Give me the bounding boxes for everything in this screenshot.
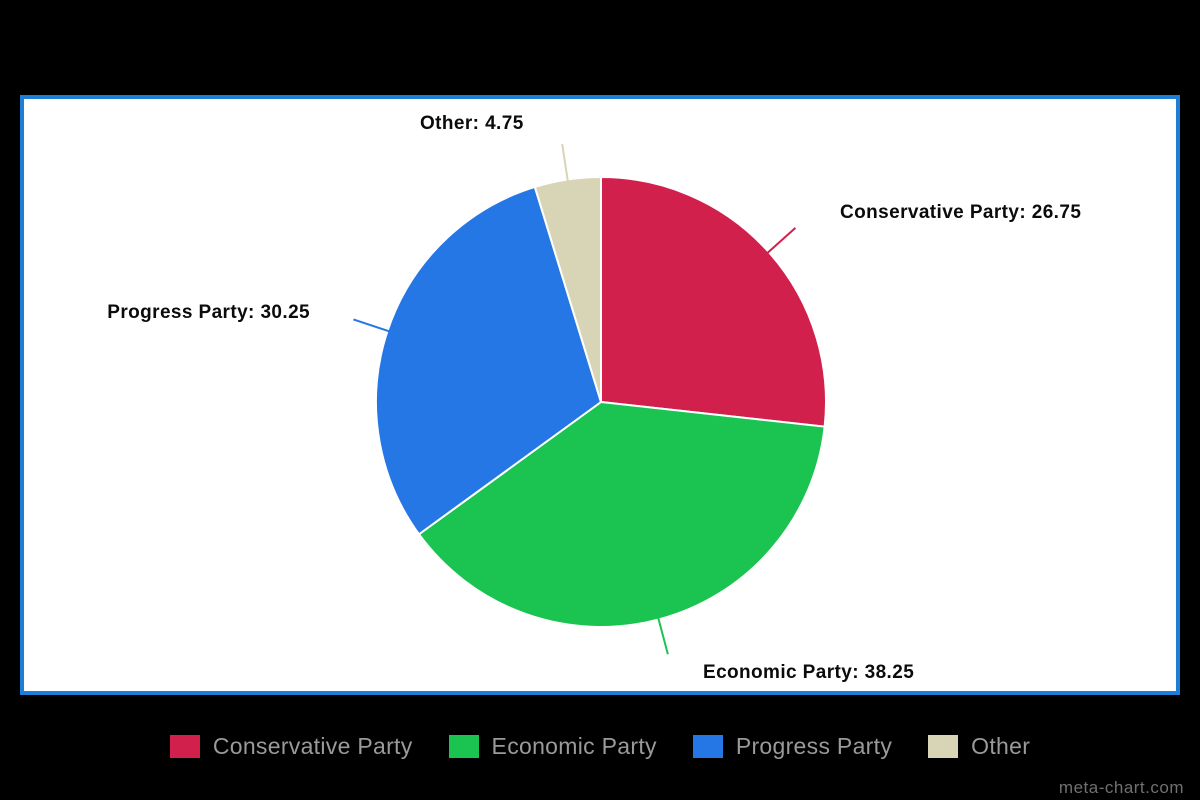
legend-label: Progress Party <box>735 732 893 759</box>
legend-swatch-other <box>928 734 959 758</box>
legend-item-progress-party: Progress Party <box>692 732 893 760</box>
slice-label-other: Other: 4.75 <box>420 113 524 134</box>
legend-swatch-economic-party <box>448 734 479 758</box>
legend-swatch-conservative-party <box>169 734 200 758</box>
slice-label-economic-party: Economic Party: 38.25 <box>703 662 915 683</box>
pie-slice-conservative-party <box>600 175 827 428</box>
legend-item-other: Other <box>928 733 1030 760</box>
legend-label: Other <box>971 732 1031 759</box>
pie-chart <box>353 143 827 655</box>
chart-panel: Conservative Party: 26.75 Economic Party… <box>20 95 1180 695</box>
leader-line-progress-party <box>353 318 390 333</box>
legend-label: Economic Party <box>491 732 657 759</box>
slice-label-progress-party: Progress Party: 30.25 <box>107 302 310 323</box>
legend-item-economic-party: Economic Party <box>448 732 657 760</box>
leader-line-conservative-party <box>766 227 797 254</box>
watermark: meta-chart.com <box>1058 778 1184 797</box>
slice-label-conservative-party: Conservative Party: 26.75 <box>840 202 1082 223</box>
legend-label: Conservative Party <box>212 732 413 759</box>
leader-line-other <box>561 143 569 182</box>
leader-line-economic-party <box>657 617 669 655</box>
legend-item-conservative-party: Conservative Party <box>169 732 413 760</box>
legend: Conservative Party Economic Party Progre… <box>0 726 1200 766</box>
legend-swatch-progress-party <box>692 734 723 758</box>
